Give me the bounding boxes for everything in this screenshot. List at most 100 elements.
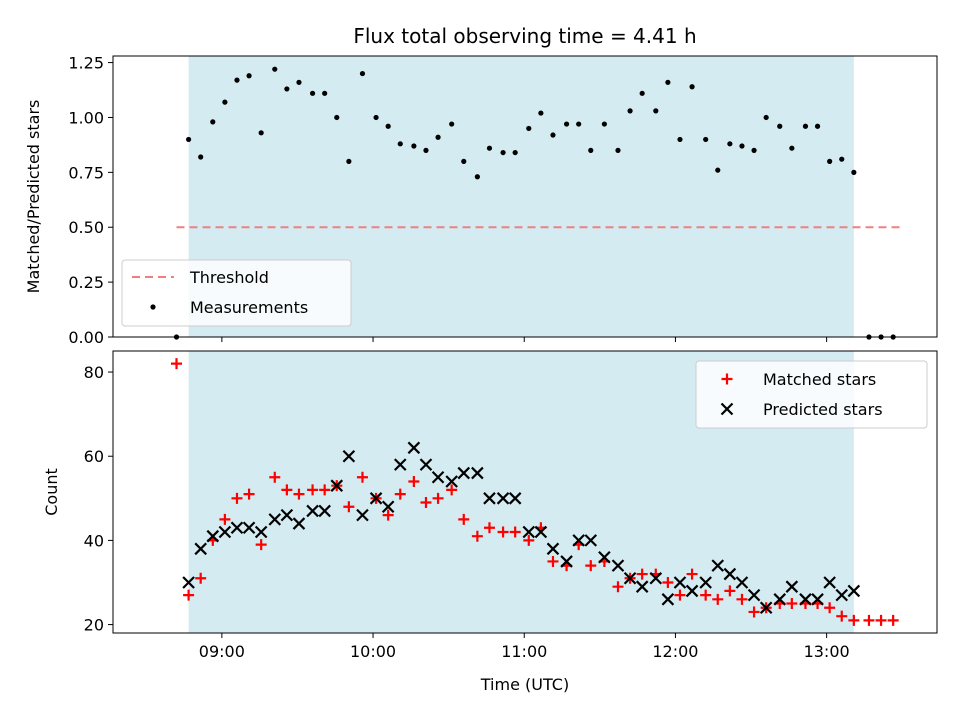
ratio-legend-box — [121, 259, 352, 327]
predicted-star-point — [330, 479, 344, 492]
predicted-star-point — [218, 525, 232, 539]
measurement-point — [727, 141, 733, 147]
matched-star-point — [269, 471, 281, 483]
ratio-y-ticks: 0.00 0.25 0.50 0.75 1.00 1.25 — [68, 54, 113, 347]
predicted-star-point — [268, 513, 282, 526]
measurement-point — [397, 141, 403, 147]
measurement-point — [538, 110, 544, 116]
measurement-point — [486, 145, 493, 151]
measurement-point — [512, 149, 518, 156]
matched-star-point — [293, 488, 305, 500]
matched-stars-series — [171, 358, 899, 626]
measurement-point — [689, 84, 695, 90]
matched-star-point — [748, 606, 760, 618]
predicted-star-point — [496, 492, 510, 505]
measurement-point — [309, 90, 316, 96]
legend-threshold-label: Threshold — [189, 268, 269, 287]
matched-star-point — [848, 614, 860, 626]
measurement-point — [563, 121, 570, 127]
ratio-y-tick-label: 0.00 — [68, 328, 104, 347]
predicted-star-point — [242, 521, 256, 535]
count-legend: Matched stars Predicted stars — [695, 360, 928, 429]
measurement-point — [258, 130, 264, 136]
predicted-star-point — [735, 576, 749, 589]
predicted-star-point — [292, 517, 306, 530]
measurement-point — [814, 123, 821, 129]
ratio-y-tick-label: 0.25 — [68, 273, 104, 292]
predicted-star-point — [785, 580, 799, 593]
measurement-point — [739, 143, 745, 149]
matched-star-point — [863, 614, 875, 626]
measurement-point — [234, 77, 240, 83]
matched-star-point — [736, 593, 748, 605]
measurement-point — [576, 121, 582, 127]
matched-star-point — [700, 589, 712, 601]
matched-star-point — [712, 593, 724, 605]
predicted-star-point — [635, 580, 649, 593]
measurement-point — [334, 114, 340, 121]
predicted-star-point — [661, 593, 675, 606]
matched-star-point — [319, 484, 331, 496]
measurement-point — [665, 79, 671, 85]
predicted-star-point — [356, 508, 369, 522]
matched-star-point — [824, 602, 836, 614]
predicted-star-point — [823, 576, 836, 589]
measurement-point — [296, 79, 302, 85]
matched-star-point — [231, 492, 243, 504]
measurement-point — [550, 132, 556, 138]
measurement-point — [627, 108, 633, 114]
ratio-y-axis-label: Matched/Predicted stars — [24, 100, 43, 294]
matched-star-point — [497, 526, 509, 538]
legend-measurements-label: Measurements — [190, 298, 308, 317]
measurement-point — [272, 66, 278, 72]
matched-star-point — [483, 522, 495, 534]
predicted-star-point — [623, 572, 637, 585]
predicted-star-point — [230, 521, 244, 535]
predicted-star-point — [685, 584, 699, 598]
measurement-point — [677, 136, 683, 143]
matched-star-point — [585, 560, 597, 572]
measurement-point — [210, 119, 216, 125]
matched-star-point — [382, 509, 394, 521]
measurement-point — [789, 145, 795, 151]
matched-star-point — [432, 492, 444, 504]
measurement-point — [802, 123, 809, 129]
matched-star-point — [408, 475, 420, 487]
predicted-star-point — [457, 466, 471, 480]
predicted-star-point — [280, 508, 294, 522]
measurement-point — [449, 121, 455, 127]
predicted-star-point — [471, 466, 484, 480]
legend-predicted-swatch — [720, 402, 734, 416]
count-panel-frame — [112, 350, 938, 634]
count-y-tick-label: 80 — [84, 363, 104, 382]
matched-star-point — [875, 614, 887, 626]
legend-measurements-swatch — [150, 304, 156, 310]
measurement-point — [411, 143, 417, 149]
matched-star-point — [612, 581, 624, 593]
predicted-star-point — [699, 576, 712, 589]
predicted-star-point — [799, 593, 812, 606]
measurements-series — [173, 66, 896, 340]
predicted-star-point — [711, 559, 725, 572]
predicted-star-point — [584, 534, 598, 547]
matched-star-point — [636, 568, 648, 580]
predicted-star-point — [811, 593, 824, 606]
measurement-point — [435, 134, 441, 140]
predicted-star-point — [572, 534, 585, 547]
measurement-point — [526, 125, 532, 132]
ratio-y-tick-label: 0.75 — [68, 163, 104, 182]
predicted-star-point — [306, 504, 319, 518]
matched-star-point — [281, 484, 293, 496]
measurement-point — [222, 99, 228, 105]
predicted-star-point — [560, 555, 573, 568]
matched-star-point — [420, 497, 432, 509]
matched-star-point — [307, 484, 319, 496]
measurement-point — [851, 169, 857, 175]
measurement-point — [653, 108, 659, 114]
matched-star-point — [255, 539, 267, 551]
predicted-star-point — [673, 576, 687, 589]
matched-star-point — [509, 526, 521, 538]
count-y-tick-label: 20 — [84, 616, 104, 635]
predicted-star-point — [534, 525, 548, 539]
